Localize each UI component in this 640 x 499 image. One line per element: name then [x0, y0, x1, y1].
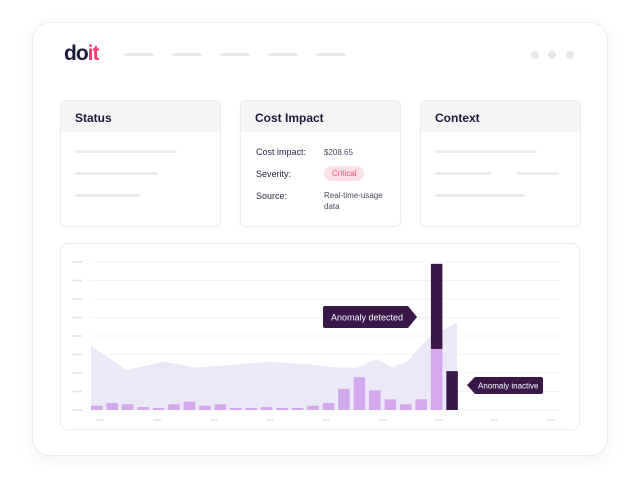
placeholder-line: [435, 194, 525, 197]
anomaly-bar: [430, 263, 443, 349]
cost-bar: [137, 407, 149, 410]
card-title: Status: [61, 101, 220, 132]
expected-range-area: [91, 322, 458, 410]
anomaly-detected-callout: [323, 306, 417, 328]
window-dot: [548, 51, 556, 59]
nav-item[interactable]: [220, 53, 250, 56]
cost-bar: [384, 399, 397, 410]
placeholder-line: [75, 150, 177, 153]
source-label: Source:: [256, 191, 288, 201]
cost-bar: [121, 404, 134, 410]
placeholder-line: [75, 194, 140, 197]
cost-bar: [168, 404, 180, 410]
window-dot: [531, 51, 539, 59]
window-dot: [566, 51, 574, 59]
cost-bar: [91, 405, 103, 410]
card-title: Context: [421, 101, 580, 132]
anomaly-detected-label: Anomaly detected: [331, 313, 403, 323]
severity-badge: Critical: [324, 166, 365, 181]
nav-item[interactable]: [316, 53, 346, 56]
placeholder-line: [517, 172, 559, 175]
nav-item[interactable]: [268, 53, 298, 56]
anomaly-inactive-callout: [467, 377, 543, 394]
cost-bar: [430, 348, 443, 410]
placeholder-line: [435, 172, 491, 175]
anomaly-inactive-label: Anomaly inactive: [478, 382, 539, 391]
cost-impact-value: $208.65: [324, 148, 353, 157]
cost-bar: [276, 407, 288, 410]
anomaly-bar: [446, 371, 458, 410]
cost-bar: [199, 405, 211, 410]
nav-item[interactable]: [124, 53, 154, 56]
logo-text: do: [64, 42, 89, 65]
cost-impact-label: Cost impact:: [256, 147, 307, 157]
doit-logo[interactable]: doit: [64, 42, 100, 66]
cost-bar: [307, 405, 319, 410]
severity-label: Severity:: [256, 169, 292, 179]
card-title: Cost Impact: [241, 101, 400, 132]
nav-item[interactable]: [172, 53, 202, 56]
cost-impact-card: Cost Impact Cost impact: $208.65 Severit…: [240, 100, 401, 227]
placeholder-line: [75, 172, 158, 175]
cost-bar: [230, 407, 242, 410]
context-card: Context: [420, 100, 581, 227]
placeholder-line: [435, 150, 537, 153]
cost-bar: [415, 399, 427, 410]
logo-text-accent: it: [87, 42, 100, 65]
cost-bar: [152, 407, 165, 410]
status-card: Status: [60, 100, 221, 227]
cost-bar: [338, 388, 350, 410]
cost-bar: [400, 404, 412, 410]
cost-bar: [106, 402, 118, 410]
cost-bar: [291, 407, 304, 410]
cost-bar: [369, 390, 381, 410]
source-value: Real-time-usage data: [324, 191, 383, 211]
cost-bar: [245, 407, 257, 410]
cost-bar: [183, 401, 196, 410]
cost-bar: [353, 377, 366, 410]
cost-bar: [322, 402, 335, 410]
cost-bar: [214, 404, 227, 410]
cost-bar: [260, 407, 273, 410]
